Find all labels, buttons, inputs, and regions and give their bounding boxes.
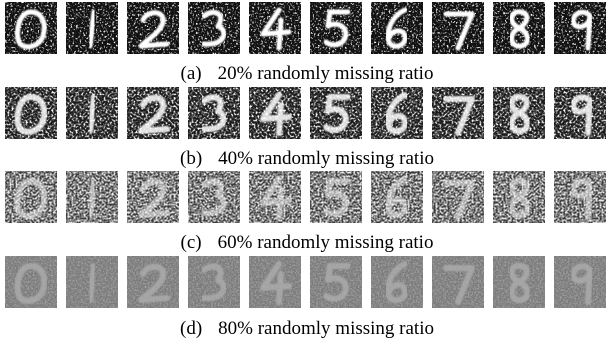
- noise-overlay: [5, 2, 57, 54]
- noise-overlay: [66, 171, 118, 223]
- digit-image: [310, 171, 362, 223]
- noise-overlay: [249, 2, 301, 54]
- caption: (d) 80% randomly missing ratio: [0, 318, 614, 340]
- digit-image: [249, 256, 301, 308]
- digit-image: [371, 2, 423, 54]
- digit-image: [432, 2, 484, 54]
- digit-image: [310, 2, 362, 54]
- digit-image: [188, 171, 240, 223]
- noise-overlay: [493, 256, 545, 308]
- noise-overlay: [66, 2, 118, 54]
- panel-caption: 20% randomly missing ratio: [218, 63, 434, 84]
- noise-overlay: [432, 256, 484, 308]
- noise-overlay: [371, 256, 423, 308]
- digit-grid: [0, 0, 614, 347]
- noise-overlay: [249, 171, 301, 223]
- noise-overlay: [310, 2, 362, 54]
- panel-label: (b): [180, 148, 202, 169]
- noise-overlay: [493, 2, 545, 54]
- digit-image: [5, 171, 57, 223]
- digit-image: [188, 2, 240, 54]
- noise-overlay: [249, 256, 301, 308]
- digit-image: [127, 171, 179, 223]
- noise-overlay: [493, 171, 545, 223]
- noise-overlay: [432, 87, 484, 139]
- digit-image: [127, 2, 179, 54]
- panel-caption: 60% randomly missing ratio: [218, 232, 434, 253]
- digit-image: [493, 256, 545, 308]
- digit-image: [127, 87, 179, 139]
- noise-overlay: [5, 171, 57, 223]
- panel-label: (d): [180, 318, 202, 339]
- noise-overlay: [310, 87, 362, 139]
- noise-overlay: [66, 87, 118, 139]
- digit-image: [66, 256, 118, 308]
- digit-image: [554, 171, 606, 223]
- figure-page: (a) 20% randomly missing ratio (b) 40% ran…: [0, 0, 614, 347]
- noise-overlay: [554, 171, 606, 223]
- noise-overlay: [432, 2, 484, 54]
- digit-image: [432, 87, 484, 139]
- digit-image: [66, 2, 118, 54]
- digit-image: [371, 171, 423, 223]
- caption: (c) 60% randomly missing ratio: [0, 232, 614, 254]
- noise-overlay: [554, 256, 606, 308]
- digit-image: [188, 256, 240, 308]
- noise-overlay: [66, 256, 118, 308]
- digit-image: [432, 256, 484, 308]
- digit-image: [5, 256, 57, 308]
- panel-label: (a): [181, 63, 202, 84]
- digit-image: [66, 87, 118, 139]
- noise-overlay: [554, 2, 606, 54]
- noise-overlay: [188, 87, 240, 139]
- panel-label: (c): [181, 232, 202, 253]
- caption: (b) 40% randomly missing ratio: [0, 148, 614, 170]
- noise-overlay: [127, 171, 179, 223]
- noise-overlay: [5, 87, 57, 139]
- digit-image: [493, 171, 545, 223]
- digit-image: [310, 256, 362, 308]
- digit-image: [493, 87, 545, 139]
- noise-overlay: [127, 256, 179, 308]
- noise-overlay: [371, 171, 423, 223]
- digit-image: [66, 171, 118, 223]
- noise-overlay: [554, 87, 606, 139]
- noise-overlay: [127, 2, 179, 54]
- digit-image: [432, 171, 484, 223]
- noise-overlay: [310, 171, 362, 223]
- caption: (a) 20% randomly missing ratio: [0, 63, 614, 85]
- digit-image: [371, 87, 423, 139]
- noise-overlay: [371, 87, 423, 139]
- digit-image: [249, 171, 301, 223]
- digit-image: [493, 2, 545, 54]
- digit-image: [5, 2, 57, 54]
- noise-overlay: [188, 256, 240, 308]
- digit-image: [127, 256, 179, 308]
- digit-image: [554, 256, 606, 308]
- panel-caption: 80% randomly missing ratio: [218, 318, 434, 339]
- noise-overlay: [188, 171, 240, 223]
- noise-overlay: [432, 171, 484, 223]
- noise-overlay: [5, 256, 57, 308]
- panel-caption: 40% randomly missing ratio: [218, 148, 434, 169]
- noise-overlay: [493, 87, 545, 139]
- digit-image: [310, 87, 362, 139]
- digit-image: [554, 87, 606, 139]
- digit-image: [188, 87, 240, 139]
- noise-overlay: [127, 87, 179, 139]
- noise-overlay: [310, 256, 362, 308]
- digit-image: [554, 2, 606, 54]
- digit-image: [249, 87, 301, 139]
- digit-image: [5, 87, 57, 139]
- noise-overlay: [371, 2, 423, 54]
- digit-image: [249, 2, 301, 54]
- noise-overlay: [188, 2, 240, 54]
- digit-image: [371, 256, 423, 308]
- noise-overlay: [249, 87, 301, 139]
